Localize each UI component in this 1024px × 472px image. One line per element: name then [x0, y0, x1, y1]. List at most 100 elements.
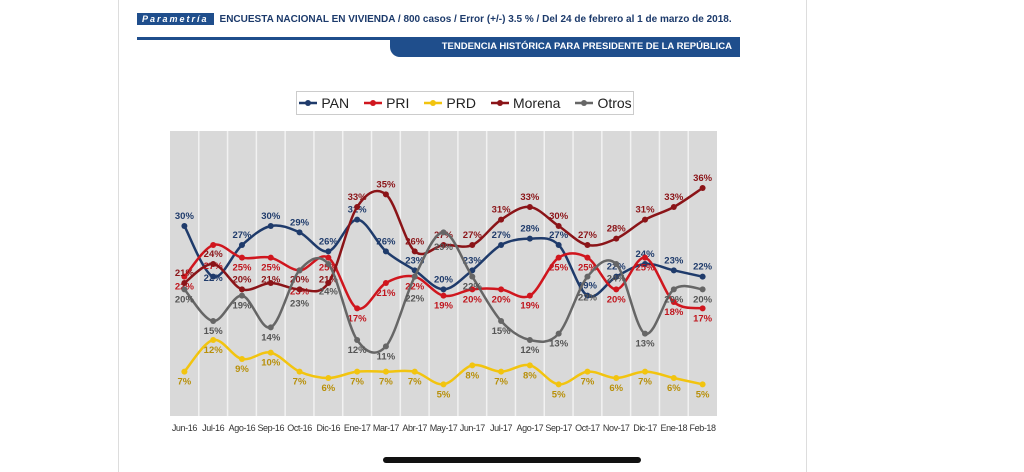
- data-label-morena: 35%: [376, 179, 396, 190]
- data-point-pan: [267, 223, 274, 229]
- data-point-pan: [296, 229, 303, 236]
- data-label-prd: 5%: [552, 389, 566, 400]
- data-label-prd: 9%: [235, 364, 249, 375]
- data-label-otros: 24%: [319, 287, 339, 298]
- data-label-otros: 13%: [549, 339, 569, 350]
- data-point-morena: [498, 216, 505, 223]
- data-point-pri: [584, 254, 591, 261]
- data-label-prd: 5%: [437, 389, 451, 400]
- data-label-prd: 7%: [494, 377, 508, 388]
- data-point-prd: [699, 381, 706, 388]
- page-right-edge: [806, 0, 807, 472]
- data-label-prd: 6%: [609, 383, 623, 394]
- data-label-pan: 31%: [348, 205, 368, 216]
- data-point-pan: [699, 273, 706, 280]
- data-point-pri: [526, 292, 533, 299]
- data-label-pan: 28%: [520, 224, 540, 235]
- data-label-pan: 23%: [405, 255, 425, 266]
- data-point-otros: [526, 337, 533, 343]
- data-label-pan: 23%: [664, 255, 684, 266]
- data-point-prd: [238, 356, 245, 362]
- data-label-pan: 26%: [376, 236, 396, 247]
- data-label-otros: 12%: [520, 345, 540, 356]
- data-label-morena: 20%: [232, 275, 252, 286]
- chart-title: TENDENCIA HISTÓRICA PARA PRESIDENTE DE L…: [390, 37, 740, 57]
- data-point-otros: [382, 343, 389, 350]
- data-label-otros: 24%: [607, 274, 627, 285]
- data-point-prd: [411, 368, 418, 375]
- data-label-pri: 20%: [492, 294, 512, 305]
- data-label-pri: 20%: [607, 294, 627, 305]
- data-point-morena: [296, 286, 303, 293]
- data-point-morena: [440, 242, 447, 248]
- data-point-morena: [670, 204, 677, 210]
- data-label-otros: 22%: [578, 293, 598, 304]
- x-tick-label: Dic-16: [317, 423, 341, 433]
- legend-label: Otros: [597, 95, 632, 111]
- data-point-morena: [354, 204, 361, 210]
- data-point-morena: [181, 280, 188, 286]
- legend-marker-icon: [575, 100, 594, 106]
- data-label-prd: 7%: [178, 377, 192, 388]
- data-label-pri: 25%: [636, 263, 656, 274]
- data-point-pan: [325, 248, 332, 255]
- data-point-pan: [498, 242, 505, 248]
- data-label-pri: 19%: [520, 301, 540, 312]
- data-label-pri: 17%: [693, 313, 713, 324]
- data-point-morena: [469, 242, 476, 248]
- data-label-morena: 31%: [636, 205, 656, 216]
- data-label-otros: 12%: [348, 345, 368, 356]
- chart-legend: PAN PRI PRD Morena Otros: [296, 91, 634, 115]
- data-point-pri: [382, 280, 389, 286]
- data-point-prd: [210, 337, 217, 343]
- data-point-otros: [699, 286, 706, 293]
- data-point-otros: [181, 286, 188, 293]
- data-label-morena: 21%: [175, 268, 195, 279]
- data-label-pan: 20%: [434, 274, 454, 285]
- data-label-prd: 5%: [696, 389, 710, 400]
- data-point-prd: [584, 368, 591, 375]
- data-label-prd: 7%: [581, 377, 595, 388]
- data-point-pri: [699, 305, 706, 312]
- data-point-prd: [296, 368, 303, 375]
- home-indicator[interactable]: [383, 457, 641, 463]
- data-point-pan: [181, 223, 188, 229]
- data-point-pri: [354, 305, 361, 312]
- x-tick-label: Jul-17: [490, 423, 513, 433]
- data-label-morena: 21%: [261, 275, 281, 286]
- data-label-pri: 25%: [232, 263, 252, 274]
- x-tick-label: Feb-18: [690, 423, 717, 433]
- data-point-pan: [555, 242, 562, 248]
- legend-label: PRD: [446, 95, 476, 111]
- data-label-otros: 29%: [434, 242, 454, 253]
- data-label-prd: 7%: [379, 377, 393, 388]
- data-point-morena: [555, 223, 562, 229]
- data-point-otros: [469, 273, 476, 280]
- data-point-pri: [210, 242, 217, 248]
- data-label-pri: 25%: [261, 263, 281, 274]
- legend-item-pan: PAN: [298, 95, 349, 111]
- data-point-pri: [181, 273, 188, 280]
- data-label-prd: 7%: [408, 377, 422, 388]
- data-point-prd: [181, 368, 188, 375]
- data-label-pan: 27%: [492, 230, 512, 241]
- x-tick-label: Mar-17: [373, 423, 400, 433]
- data-label-pan: 27%: [232, 230, 252, 241]
- x-tick-label: Jun-17: [460, 423, 486, 433]
- data-label-otros: 15%: [204, 326, 224, 337]
- data-label-pri: 17%: [348, 313, 368, 324]
- data-point-pan: [670, 267, 677, 274]
- data-point-morena: [584, 242, 591, 248]
- data-label-otros: 19%: [232, 301, 252, 312]
- data-point-pan: [210, 273, 217, 280]
- legend-label: PRI: [386, 95, 410, 111]
- data-label-pan: 19%: [578, 281, 598, 292]
- data-point-pan: [584, 292, 591, 299]
- data-label-otros: 20%: [664, 294, 684, 305]
- legend-item-otros: Otros: [574, 95, 632, 111]
- data-label-pan: 22%: [693, 262, 713, 273]
- data-point-otros: [440, 229, 447, 236]
- data-point-pri: [469, 286, 476, 293]
- x-tick-label: Sep-17: [545, 423, 572, 433]
